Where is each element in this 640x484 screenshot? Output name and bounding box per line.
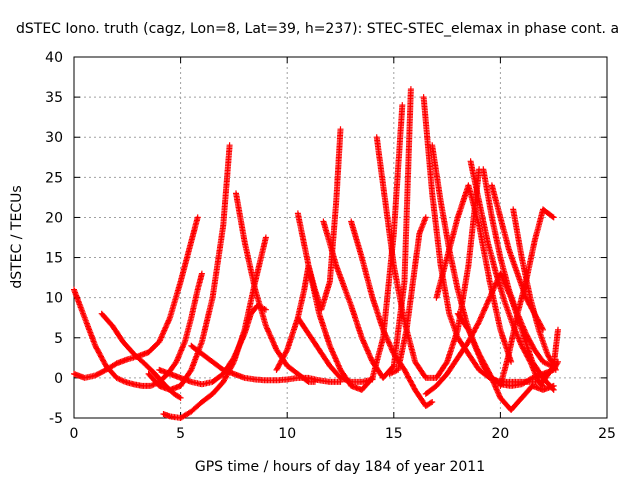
- data-series-6: [156, 302, 269, 388]
- y-axis-label: dSTEC / TECUs: [9, 185, 25, 288]
- series-markers: [156, 302, 269, 388]
- data-series-10: [294, 102, 406, 393]
- x-tick-label: 25: [598, 426, 616, 442]
- data-series-21: [467, 158, 546, 389]
- series-markers: [433, 182, 515, 365]
- data-series-18: [433, 182, 515, 365]
- data-series-25: [510, 206, 559, 373]
- data-series-13: [348, 218, 436, 409]
- series-markers: [510, 206, 559, 373]
- chart-title: dSTEC Iono. truth (cagz, Lon=8, Lat=39, …: [16, 21, 619, 37]
- y-tick-label: -5: [49, 411, 63, 427]
- y-tick-label: 40: [45, 50, 63, 66]
- x-tick-label: 5: [176, 426, 185, 442]
- y-tick-label: 10: [45, 291, 63, 307]
- y-tick-label: 25: [45, 170, 63, 186]
- x-axis-label: GPS time / hours of day 184 of year 2011: [195, 459, 485, 475]
- series-markers: [348, 218, 436, 409]
- y-tick-label: 5: [54, 331, 63, 347]
- series-markers: [294, 314, 376, 385]
- series-markers: [386, 214, 429, 377]
- x-tick-label: 0: [70, 426, 79, 442]
- plot-frame: [73, 56, 608, 419]
- x-tick-label: 10: [278, 426, 296, 442]
- x-tick-label: 20: [491, 426, 509, 442]
- x-tick-label: 15: [385, 426, 403, 442]
- data-series-20: [454, 310, 557, 413]
- y-tick-label: 0: [54, 371, 63, 387]
- data-points: [71, 86, 561, 421]
- y-tick-label: 15: [45, 251, 63, 267]
- data-series-15: [386, 214, 429, 377]
- y-tick-label: 30: [45, 130, 63, 146]
- y-tick-label: 20: [45, 210, 63, 226]
- data-series-2: [71, 214, 201, 381]
- data-series-4: [145, 142, 233, 393]
- data-series-11: [294, 314, 376, 385]
- series-markers: [467, 158, 546, 389]
- tick-labels: 0 5 10 15 20 25 -5 0 5 10 15 20 25 30 35 40: [45, 50, 616, 442]
- series-markers: [71, 214, 201, 381]
- plot-border: [73, 56, 608, 419]
- series-markers: [145, 142, 233, 393]
- series-markers: [294, 102, 406, 393]
- series-markers: [71, 270, 205, 389]
- y-tick-label: 35: [45, 90, 63, 106]
- series-markers: [454, 310, 557, 413]
- data-series-1: [71, 270, 205, 389]
